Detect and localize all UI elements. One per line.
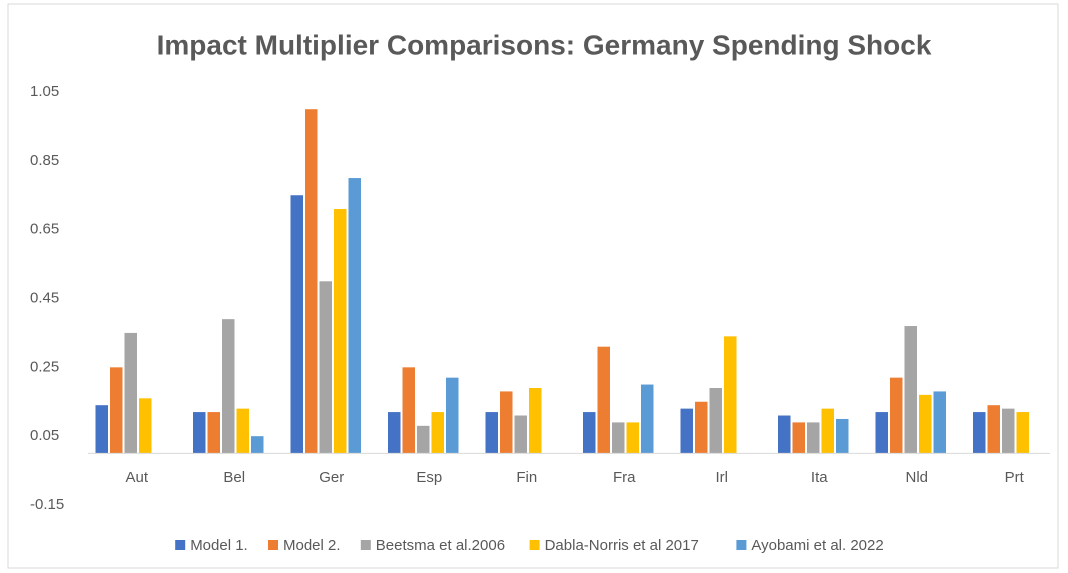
legend-label: Model 1. xyxy=(190,537,248,554)
y-tick-label: 0.25 xyxy=(30,358,59,375)
bar xyxy=(446,377,459,454)
bar xyxy=(514,415,527,454)
legend-swatch xyxy=(268,540,278,550)
bar xyxy=(251,436,264,454)
bar xyxy=(334,209,347,454)
bar xyxy=(778,415,791,454)
y-tick-label: 0.65 xyxy=(30,221,59,238)
chart-border xyxy=(7,3,1059,569)
x-tick-label: Aut xyxy=(125,469,148,486)
x-tick-label: Fra xyxy=(613,469,636,486)
bar xyxy=(1002,408,1015,454)
y-tick-label: 0.05 xyxy=(30,427,59,444)
bar xyxy=(305,109,318,454)
y-tick-label: 0.85 xyxy=(30,152,59,169)
x-tick-label: Fin xyxy=(516,469,537,486)
bar xyxy=(641,384,654,454)
bar xyxy=(807,422,820,454)
x-tick-label: Prt xyxy=(1005,469,1025,486)
bar xyxy=(792,422,805,454)
bar xyxy=(612,422,625,454)
bar xyxy=(348,178,361,454)
x-tick-label: Bel xyxy=(223,469,245,486)
bar xyxy=(290,195,303,454)
bar xyxy=(388,412,401,454)
y-tick-label: 1.05 xyxy=(30,83,59,100)
bar xyxy=(904,326,917,454)
x-tick-label: Nld xyxy=(905,469,928,486)
x-tick-label: Irl xyxy=(716,469,729,486)
bar xyxy=(919,394,932,454)
bar xyxy=(417,425,430,454)
legend-swatch xyxy=(360,540,371,550)
y-tick-label: 0.45 xyxy=(30,289,59,306)
x-tick-label: Ita xyxy=(811,469,828,486)
bar xyxy=(110,367,123,454)
bar xyxy=(836,418,849,454)
legend-swatch xyxy=(529,540,540,550)
bar xyxy=(709,387,722,454)
bar xyxy=(724,336,737,454)
bar xyxy=(236,408,249,454)
bar xyxy=(890,377,903,454)
legend-swatch xyxy=(736,540,747,550)
bar xyxy=(626,422,639,454)
bar xyxy=(875,412,888,454)
legend-label: Model 2. xyxy=(283,537,341,554)
x-tick-label: Esp xyxy=(416,469,442,486)
y-tick-label: -0.15 xyxy=(30,496,64,513)
bar xyxy=(485,412,498,454)
bar xyxy=(1016,412,1029,454)
bar xyxy=(402,367,415,454)
bar xyxy=(95,405,108,454)
bar xyxy=(583,412,596,454)
bar xyxy=(222,319,235,454)
bar xyxy=(193,412,206,454)
bar xyxy=(680,408,693,454)
bar xyxy=(529,387,542,454)
chart-title: Impact Multiplier Comparisons: Germany S… xyxy=(157,29,932,60)
bar xyxy=(987,405,1000,454)
bar xyxy=(139,398,152,454)
bar xyxy=(973,412,986,454)
legend-label: Ayobami et al. 2022 xyxy=(751,537,883,554)
bar xyxy=(124,332,137,454)
bar xyxy=(500,391,513,454)
legend-label: Dabla-Norris et al 2017 xyxy=(545,537,699,554)
bar xyxy=(319,281,332,454)
bar xyxy=(695,401,708,454)
bar xyxy=(207,412,220,454)
legend-swatch xyxy=(175,540,186,550)
bar xyxy=(597,346,610,454)
legend-label: Beetsma et al.2006 xyxy=(376,537,505,554)
bar xyxy=(933,391,946,454)
bar xyxy=(821,408,834,454)
bar xyxy=(431,412,444,454)
x-tick-label: Ger xyxy=(319,469,344,486)
